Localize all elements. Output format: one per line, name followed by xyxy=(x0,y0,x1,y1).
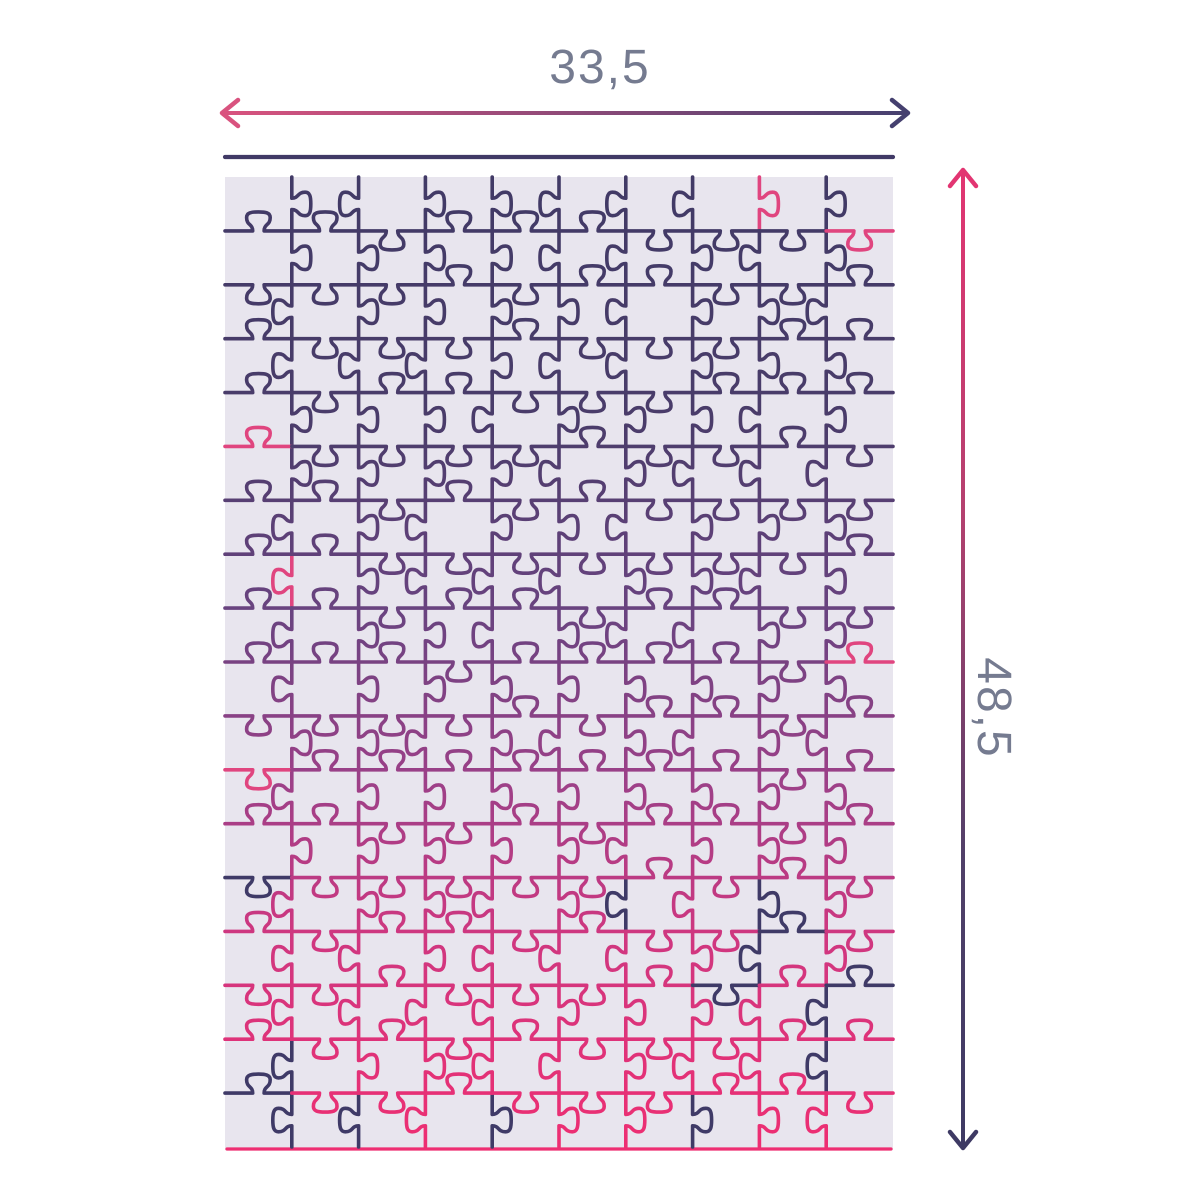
height-dimension-arrow xyxy=(947,167,979,1151)
puzzle-grid xyxy=(222,154,896,1151)
width-dimension-arrow xyxy=(219,97,911,129)
width-dimension-label: 33,5 xyxy=(549,41,651,94)
height-dimension-label: 48,5 xyxy=(967,657,1020,759)
